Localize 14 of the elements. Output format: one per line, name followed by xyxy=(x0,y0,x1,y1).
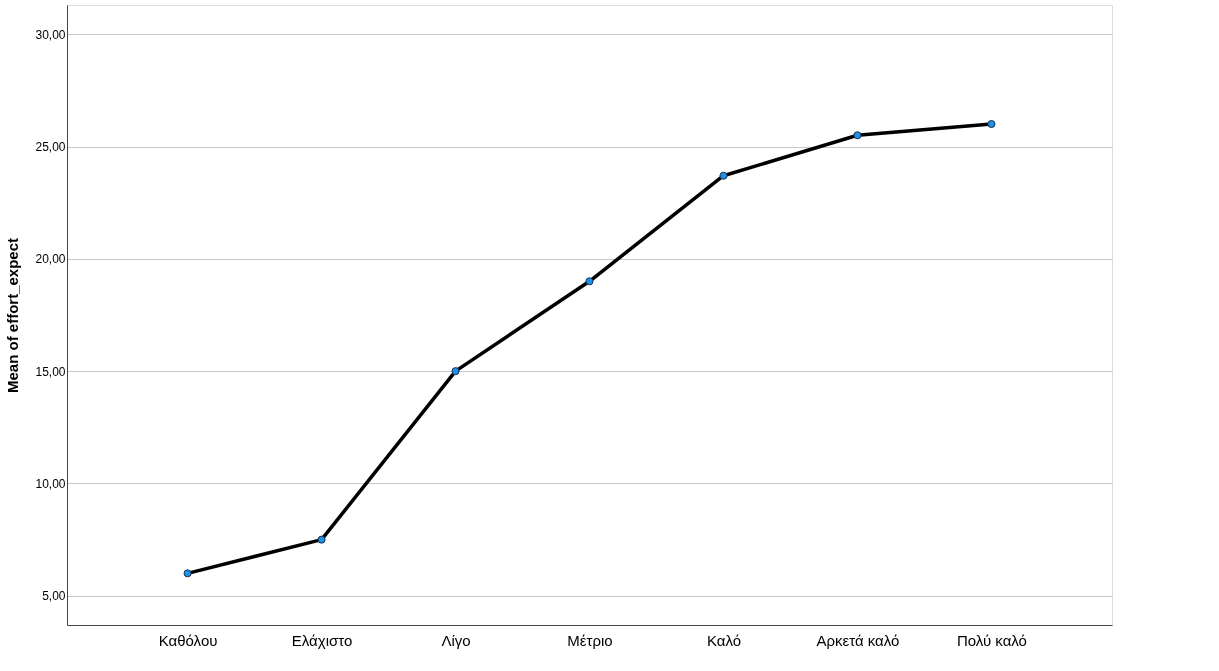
x-tick-label: Καθόλου xyxy=(158,631,218,649)
x-tick-label: Καλό xyxy=(706,631,742,649)
y-tick-label: 20,00 xyxy=(35,252,66,267)
x-tick-label: Λίγο xyxy=(441,631,471,649)
x-tick-label: Ελάχιστο xyxy=(291,631,353,649)
x-tick-label: Αρκετά καλό xyxy=(816,631,900,649)
y-axis-title: Mean of effort_expect xyxy=(4,237,22,394)
y-tick-label: 10,00 xyxy=(35,476,66,491)
y-tick-label: 15,00 xyxy=(35,364,66,379)
x-tick-label: Πολύ καλό xyxy=(956,631,1027,649)
x-tick-label: Μέτριο xyxy=(567,631,613,649)
y-tick-label: 30,00 xyxy=(35,27,66,42)
y-tick-label: 25,00 xyxy=(35,140,66,155)
y-tick-label: 5,00 xyxy=(42,589,66,604)
